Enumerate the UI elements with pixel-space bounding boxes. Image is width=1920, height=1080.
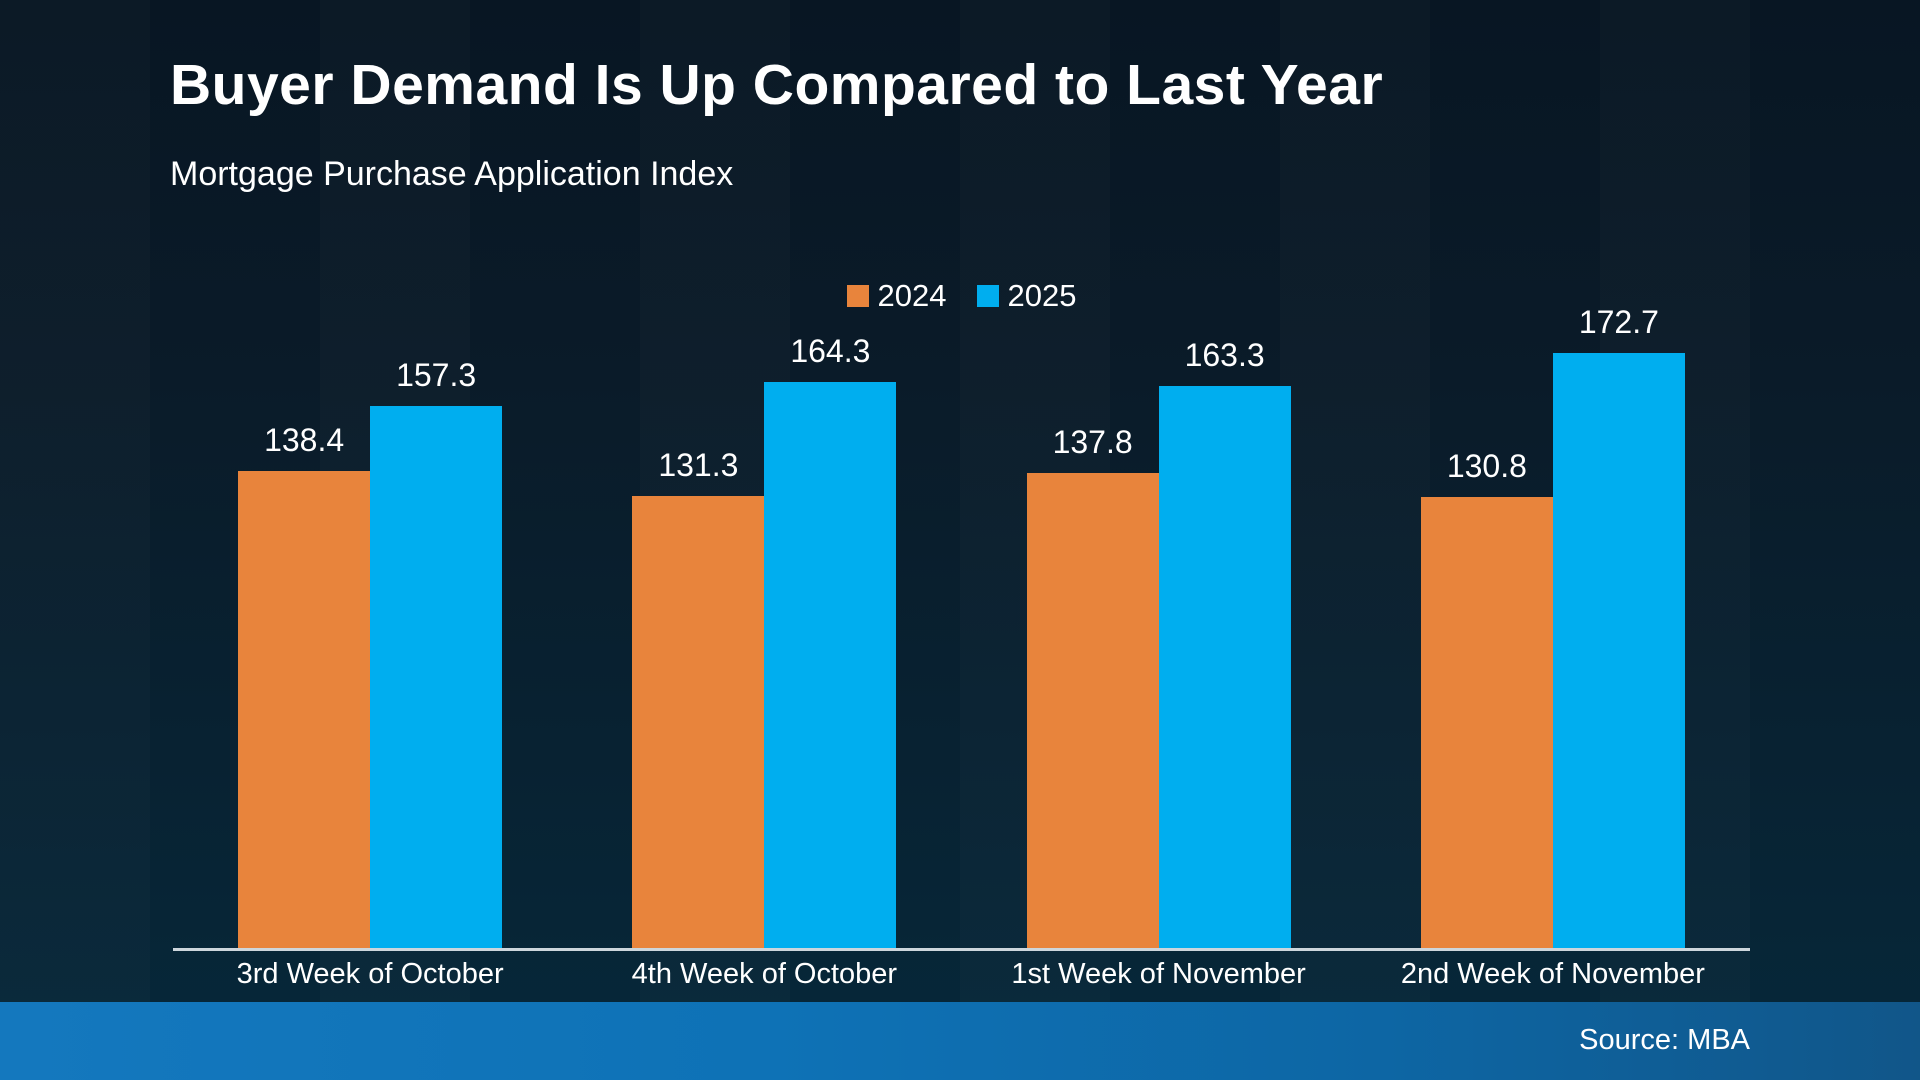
bar-value-label: 163.3 <box>1184 337 1265 373</box>
plot-area: 138.4 157.3 131.3 164.3 137.8 163.3 130.8 172.7 <box>173 304 1750 951</box>
legend-swatch-2024 <box>846 285 869 307</box>
bar-group-4: 130.8 172.7 <box>1356 304 1750 948</box>
bar-2024-2: 131.3 <box>632 447 765 948</box>
page-subtitle: Mortgage Purchase Application Index <box>170 155 734 193</box>
bar-value-label: 138.4 <box>264 422 345 458</box>
legend-item-2025: 2025 <box>976 278 1077 314</box>
bar-value-label: 130.8 <box>1446 448 1527 484</box>
category-label-1: 3rd Week of October <box>236 958 504 990</box>
source-credit: Source: MBA <box>1579 1024 1750 1056</box>
legend-swatch-2025 <box>976 285 999 307</box>
bar-value-label: 137.8 <box>1052 424 1133 460</box>
legend-label-2025: 2025 <box>1007 278 1077 313</box>
bar-2024-1: 138.4 <box>238 422 371 948</box>
bar-2024-4: 130.8 <box>1420 448 1553 948</box>
bar-2024-3: 137.8 <box>1026 424 1159 948</box>
bar-value-label: 131.3 <box>658 447 739 483</box>
bar-value-label: 164.3 <box>790 333 871 369</box>
bar-value-label: 157.3 <box>396 357 477 393</box>
chart-legend: 2024 2025 <box>173 278 1750 314</box>
bar-group-1: 138.4 157.3 <box>173 328 567 948</box>
bar-2025-3: 163.3 <box>1158 337 1291 948</box>
legend-label-2024: 2024 <box>877 278 947 313</box>
bar-group-3: 137.8 163.3 <box>962 328 1356 948</box>
category-label-4: 2nd Week of November <box>1400 958 1705 990</box>
category-label-3: 1st Week of November <box>1011 958 1306 990</box>
bar-2025-1: 157.3 <box>370 357 503 948</box>
footer-bar: Source: MBA <box>0 1002 1920 1080</box>
page-title: Buyer Demand Is Up Compared to Last Year <box>170 53 1384 117</box>
category-label-2: 4th Week of October <box>631 958 898 990</box>
bar-group-2: 131.3 164.3 <box>567 328 961 948</box>
bar-2025-4: 172.7 <box>1552 304 1685 948</box>
category-axis: 3rd Week of October 4th Week of October 1s… <box>173 958 1750 991</box>
bar-2025-2: 164.3 <box>764 333 897 948</box>
bar-value-label: 172.7 <box>1578 304 1659 340</box>
legend-item-2024: 2024 <box>846 278 947 314</box>
